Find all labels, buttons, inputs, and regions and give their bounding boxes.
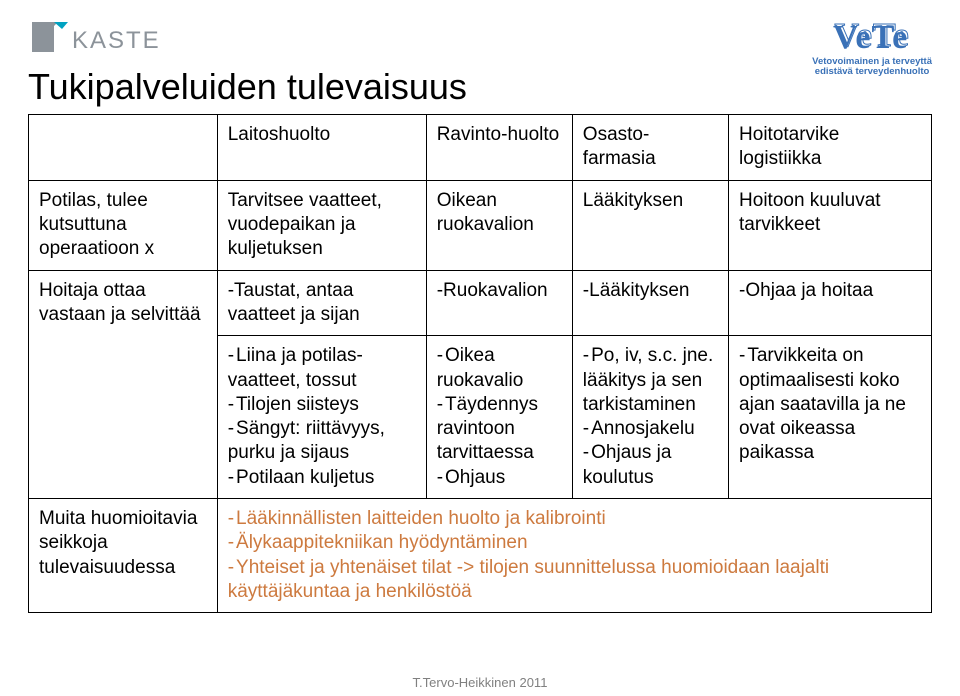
list-item: Sängyt: riittävyys, purku ja sijaus [228, 417, 416, 466]
col-header-0 [29, 115, 218, 181]
list-item: Annosjakelu [583, 417, 718, 441]
list-item: Potilaan kuljetus [228, 466, 416, 490]
table-row: Potilas, tulee kutsuttuna operaatioon x … [29, 180, 932, 270]
row-1-c1: -Taustat, antaa vaatteet ja sijan [217, 270, 426, 336]
main-table: Laitoshuolto Ravinto-huolto Osasto-farma… [28, 114, 932, 613]
col-header-3: Osasto-farmasia [572, 115, 728, 181]
row-2-c2: Oikea ruokavalioTäydennys ravintoon tarv… [426, 336, 572, 499]
row-1-label: Hoitaja ottaa vastaan ja selvittää [29, 270, 218, 499]
list-item: Älykaappitekniikan hyödyntäminen [228, 531, 921, 555]
row-3-label: Muita huomioitavia seikkoja tulevaisuude… [29, 499, 218, 613]
row-0-c4: Hoitoon kuuluvat tarvikkeet [729, 180, 932, 270]
list-item: Ohjaus ja koulutus [583, 441, 718, 490]
col-header-2: Ravinto-huolto [426, 115, 572, 181]
header: KASTE VeTe VeTe Vetovoimainen ja terveyt… [28, 18, 932, 108]
list-item: Yhteiset ja yhtenäiset tilat -> tilojen … [228, 556, 921, 605]
vete-tagline-2: edistävä terveydenhuolto [812, 67, 932, 77]
table-row: Muita huomioitavia seikkoja tulevaisuude… [29, 499, 932, 613]
list-item: Liina ja potilas-vaatteet, tossut [228, 344, 416, 393]
row-1-c4: -Ohjaa ja hoitaa [729, 270, 932, 336]
slide: KASTE VeTe VeTe Vetovoimainen ja terveyt… [0, 0, 960, 696]
row-1-c3: -Lääkityksen [572, 270, 728, 336]
row-0-c2: Oikean ruokavalion [426, 180, 572, 270]
list-item: Täydennys ravintoon tarvittaessa [437, 393, 562, 466]
row-2-c4: Tarvikkeita on optimaalisesti koko ajan … [729, 336, 932, 499]
vete-logo: VeTe VeTe Vetovoimainen ja terveyttä edi… [812, 18, 932, 77]
kaste-logo: KASTE [28, 18, 208, 67]
row-2-c3: Po, iv, s.c. jne. lääkitys ja sen tarkis… [572, 336, 728, 499]
row-3-merged: Lääkinnällisten laitteiden huolto ja kal… [217, 499, 931, 613]
svg-text:KASTE: KASTE [72, 27, 161, 54]
row-0-c3: Lääkityksen [572, 180, 728, 270]
list-item: Oikea ruokavalio [437, 344, 562, 393]
list-item: Tilojen siisteys [228, 393, 416, 417]
table-header-row: Laitoshuolto Ravinto-huolto Osasto-farma… [29, 115, 932, 181]
list-item: Tarvikkeita on optimaalisesti koko ajan … [739, 344, 921, 466]
list-item: Lääkinnällisten laitteiden huolto ja kal… [228, 507, 921, 531]
list-item: Po, iv, s.c. jne. lääkitys ja sen tarkis… [583, 344, 718, 417]
row-1-c2: -Ruokavalion [426, 270, 572, 336]
table-row: Hoitaja ottaa vastaan ja selvittää -Taus… [29, 270, 932, 336]
vete-logotype: VeTe [809, 20, 932, 56]
kaste-logo-svg: KASTE [28, 18, 208, 62]
col-header-1: Laitoshuolto [217, 115, 426, 181]
row-2-c1: Liina ja potilas-vaatteet, tossutTilojen… [217, 336, 426, 499]
footer-text: T.Tervo-Heikkinen 2011 [0, 675, 960, 690]
list-item: Ohjaus [437, 466, 562, 490]
col-header-4: Hoitotarvike logistiikka [729, 115, 932, 181]
page-title: Tukipalveluiden tulevaisuus [28, 66, 467, 108]
row-0-c1: Tarvitsee vaatteet, vuodepaikan ja kulje… [217, 180, 426, 270]
row-0-label: Potilas, tulee kutsuttuna operaatioon x [29, 180, 218, 270]
